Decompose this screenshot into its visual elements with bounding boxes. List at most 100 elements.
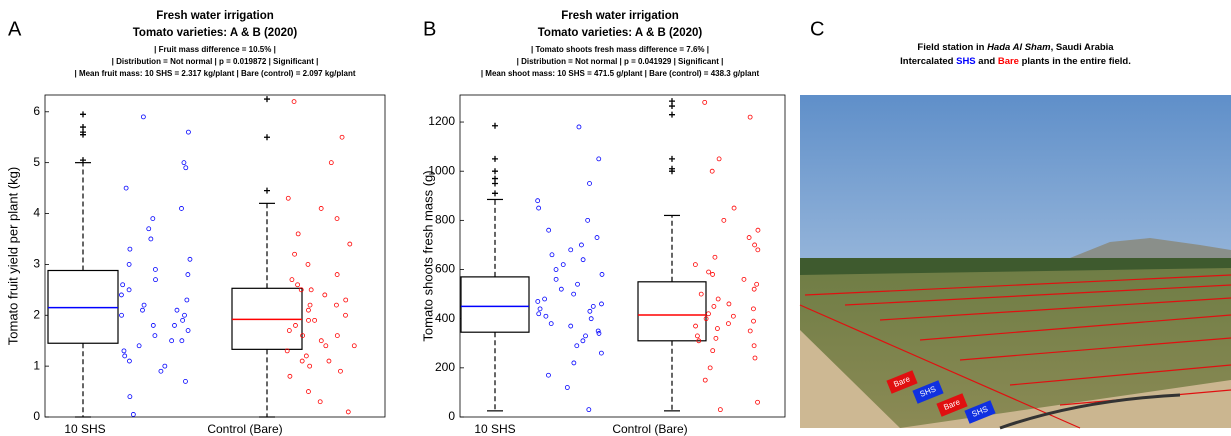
data-point <box>127 394 133 400</box>
data-point <box>713 335 719 341</box>
data-point <box>575 281 580 287</box>
data-point <box>535 299 541 304</box>
data-point <box>162 363 168 369</box>
data-point <box>185 328 191 333</box>
x-tick-label: Control (Bare) <box>207 422 282 436</box>
data-point <box>306 307 311 313</box>
data-point <box>183 378 188 384</box>
data-point <box>747 328 753 334</box>
data-point <box>326 358 332 364</box>
y-tick-label: 0 <box>33 409 40 423</box>
data-point <box>558 286 564 292</box>
title-bare: Bare <box>997 56 1019 67</box>
data-point <box>293 323 298 328</box>
data-point <box>307 363 313 369</box>
data-point <box>546 227 552 233</box>
data-point <box>706 311 711 317</box>
data-point <box>546 372 551 378</box>
data-point <box>548 321 554 326</box>
data-point <box>707 365 713 371</box>
data-point <box>146 226 152 232</box>
data-point <box>746 235 752 240</box>
data-point <box>594 235 600 240</box>
data-point <box>596 156 602 162</box>
data-point <box>579 242 584 248</box>
data-point <box>716 156 722 162</box>
data-point <box>119 292 124 298</box>
data-point <box>693 323 698 329</box>
data-point <box>571 360 577 366</box>
photo <box>799 95 1231 430</box>
data-point <box>709 168 715 174</box>
x-tick-label: 10 SHS <box>64 422 105 436</box>
data-point <box>317 399 323 405</box>
data-point <box>334 333 340 339</box>
data-point <box>328 160 334 166</box>
data-point <box>568 247 574 253</box>
data-point <box>303 353 309 359</box>
data-point <box>596 331 602 336</box>
data-point <box>287 373 293 379</box>
data-point <box>140 114 146 120</box>
data-point <box>698 291 704 297</box>
data-point <box>751 286 757 292</box>
data-point <box>298 287 304 293</box>
data-point <box>717 407 723 413</box>
outlier <box>492 122 498 129</box>
data-point <box>179 338 185 344</box>
outlier <box>80 157 86 164</box>
data-point <box>126 287 132 293</box>
data-point <box>692 262 698 268</box>
data-point <box>334 272 340 277</box>
axes-frame <box>44 94 386 418</box>
panel-label: C <box>810 18 824 40</box>
data-point <box>752 242 758 248</box>
data-point <box>542 296 548 302</box>
data-point <box>300 333 306 339</box>
data-point <box>587 308 593 314</box>
data-point <box>580 257 586 263</box>
box <box>460 276 530 333</box>
data-point <box>126 261 132 267</box>
data-point <box>694 333 700 339</box>
data-point <box>580 338 586 344</box>
data-point <box>318 338 324 344</box>
data-point <box>305 261 311 267</box>
data-point <box>536 311 542 317</box>
data-point <box>535 198 541 204</box>
data-point <box>568 323 574 329</box>
data-point <box>731 205 737 211</box>
panel-label: A <box>8 18 22 40</box>
data-point <box>345 409 351 415</box>
outlier <box>264 187 270 194</box>
data-point <box>136 343 142 349</box>
data-point <box>172 323 177 328</box>
data-point <box>351 343 357 349</box>
data-point <box>339 134 345 140</box>
data-point <box>696 338 702 344</box>
plant-tag: SHS <box>964 400 996 424</box>
data-point <box>150 323 156 328</box>
tag-background <box>912 380 944 404</box>
data-point <box>715 326 720 331</box>
outlier <box>264 96 270 103</box>
data-point <box>306 389 311 394</box>
data-point <box>185 272 191 277</box>
photo-title: Field station in Hada Al Sham, Saudi Ara… <box>800 42 1231 53</box>
outlier <box>669 98 675 105</box>
data-point <box>598 350 604 356</box>
data-point <box>152 267 158 272</box>
data-point <box>553 276 559 282</box>
tag-background <box>886 370 918 394</box>
data-point <box>726 321 731 326</box>
data-point <box>586 407 592 413</box>
data-point <box>595 328 601 334</box>
data-point <box>295 282 300 288</box>
data-point <box>285 195 291 201</box>
y-tick-label: 1000 <box>428 163 455 177</box>
data-point <box>711 303 717 309</box>
axes-frame <box>459 94 786 418</box>
chart-note: | Fruit mass difference = 10.5% | <box>154 45 276 54</box>
data-point <box>755 399 760 405</box>
chart-title: Fresh water irrigation <box>156 10 274 22</box>
